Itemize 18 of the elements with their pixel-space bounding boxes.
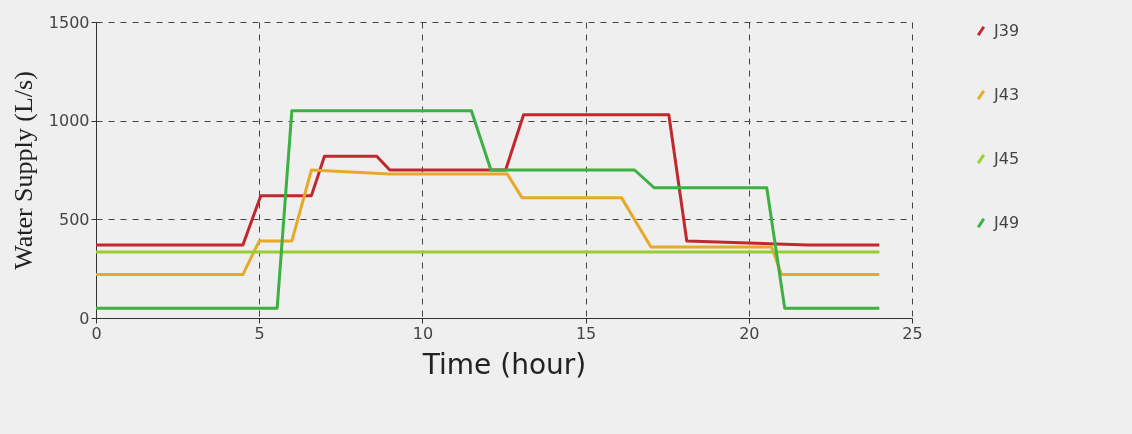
line-series — [94, 168, 881, 277]
x-tick-label: 25 — [902, 323, 923, 343]
legend-label: J43 — [993, 85, 1020, 104]
line-series — [94, 109, 881, 310]
x-axis-title: Time (hour) — [421, 347, 587, 381]
y-axis-title: Water Supply (L/s) — [8, 71, 38, 270]
legend-label: J45 — [993, 149, 1020, 168]
legend-label: J39 — [993, 21, 1020, 40]
x-tick-label: 10 — [412, 323, 434, 343]
y-tick-label: 1000 — [48, 111, 90, 131]
line-series — [94, 113, 881, 247]
x-tick-label: 5 — [254, 323, 265, 343]
x-tick-label: 20 — [739, 323, 760, 343]
y-tick-label: 1500 — [48, 12, 90, 32]
x-tick-label: 15 — [575, 323, 597, 343]
y-tick-label: 500 — [58, 209, 90, 229]
y-tick-label: 0 — [79, 308, 90, 328]
legend-label: J49 — [993, 213, 1020, 232]
